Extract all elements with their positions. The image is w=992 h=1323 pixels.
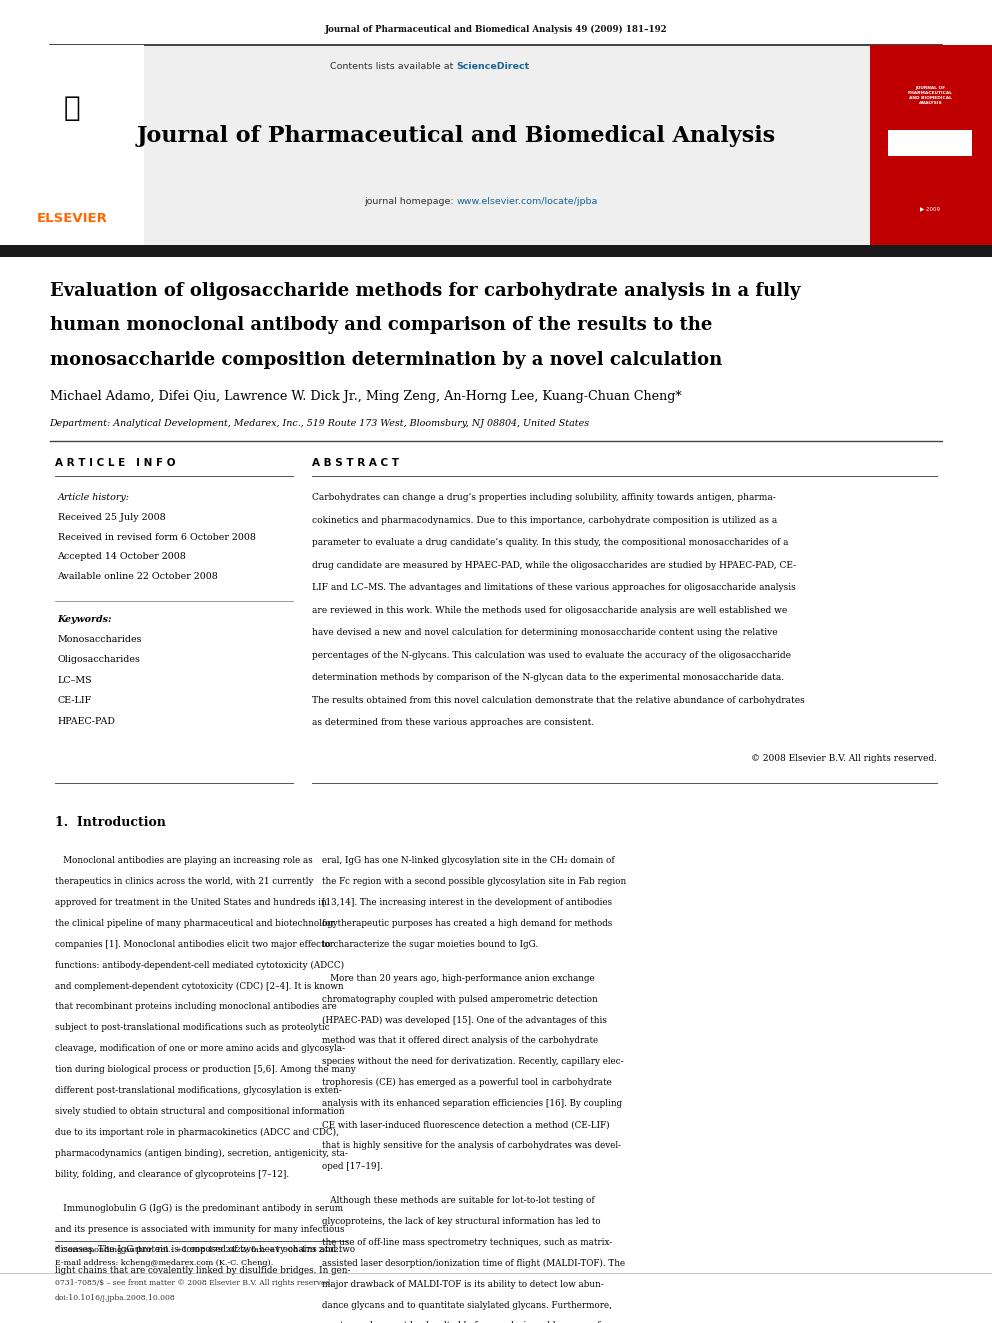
Text: determination methods by comparison of the N-glycan data to the experimental mon: determination methods by comparison of t…: [312, 673, 785, 683]
Bar: [55, 45, 870, 249]
Text: sively studied to obtain structural and compositional information: sively studied to obtain structural and …: [55, 1107, 344, 1115]
Text: ▶ 2009: ▶ 2009: [921, 206, 940, 212]
Text: companies [1]. Monoclonal antibodies elicit two major effector: companies [1]. Monoclonal antibodies eli…: [55, 939, 333, 949]
Text: that recombinant proteins including monoclonal antibodies are: that recombinant proteins including mono…: [55, 1003, 336, 1011]
Text: Keywords:: Keywords:: [58, 615, 112, 624]
Text: Journal of Pharmaceutical and Biomedical Analysis 49 (2009) 181–192: Journal of Pharmaceutical and Biomedical…: [324, 25, 668, 33]
Text: www.elsevier.com/locate/jpba: www.elsevier.com/locate/jpba: [456, 197, 598, 205]
Text: that is highly sensitive for the analysis of carbohydrates was devel-: that is highly sensitive for the analysi…: [322, 1140, 622, 1150]
Text: cokinetics and pharmacodynamics. Due to this importance, carbohydrate compositio: cokinetics and pharmacodynamics. Due to …: [312, 516, 778, 525]
Text: Monosaccharides: Monosaccharides: [58, 635, 142, 643]
Text: © 2008 Elsevier B.V. All rights reserved.: © 2008 Elsevier B.V. All rights reserved…: [752, 754, 937, 763]
Text: Carbohydrates can change a drug’s properties including solubility, affinity towa: Carbohydrates can change a drug’s proper…: [312, 493, 776, 503]
Text: A B S T R A C T: A B S T R A C T: [312, 458, 400, 468]
Text: Received 25 July 2008: Received 25 July 2008: [58, 513, 165, 523]
Text: the clinical pipeline of many pharmaceutical and biotechnology: the clinical pipeline of many pharmaceut…: [55, 918, 337, 927]
Text: monosaccharide composition determination by a novel calculation: monosaccharide composition determination…: [50, 351, 722, 369]
Text: chromatography coupled with pulsed amperometric detection: chromatography coupled with pulsed amper…: [322, 995, 598, 1004]
Text: due to its important role in pharmacokinetics (ADCC and CDC),: due to its important role in pharmacokin…: [55, 1127, 338, 1136]
Text: Journal of Pharmaceutical and Biomedical Analysis: Journal of Pharmaceutical and Biomedical…: [137, 126, 776, 147]
Text: percentages of the N-glycans. This calculation was used to evaluate the accuracy: percentages of the N-glycans. This calcu…: [312, 651, 792, 660]
Text: 0731-7085/$ – see front matter © 2008 Elsevier B.V. All rights reserved.: 0731-7085/$ – see front matter © 2008 El…: [55, 1279, 332, 1287]
Text: ELSEVIER: ELSEVIER: [37, 212, 108, 225]
Text: Accepted 14 October 2008: Accepted 14 October 2008: [58, 553, 186, 561]
Text: Article history:: Article history:: [58, 493, 130, 503]
Text: to characterize the sugar moieties bound to IgG.: to characterize the sugar moieties bound…: [322, 939, 539, 949]
Text: (HPAEC-PAD) was developed [15]. One of the advantages of this: (HPAEC-PAD) was developed [15]. One of t…: [322, 1016, 607, 1024]
Text: JPBA: JPBA: [926, 165, 935, 171]
Text: Contents lists available at: Contents lists available at: [330, 62, 456, 70]
Text: doi:10.1016/j.jpba.2008.10.008: doi:10.1016/j.jpba.2008.10.008: [55, 1294, 176, 1302]
Text: JOURNAL OF
PHARMACEUTICAL
AND BIOMEDICAL
ANALYSIS: JOURNAL OF PHARMACEUTICAL AND BIOMEDICAL…: [908, 86, 953, 105]
Text: ScienceDirect: ScienceDirect: [456, 62, 530, 70]
Text: oped [17–19].: oped [17–19].: [322, 1162, 383, 1171]
Text: glycoproteins, the lack of key structural information has led to: glycoproteins, the lack of key structura…: [322, 1217, 601, 1226]
Text: * Corresponding author. Tel.: +1 908 479 2422; fax: +1 908 479 2402.: * Corresponding author. Tel.: +1 908 479…: [55, 1246, 340, 1254]
Text: 🌲: 🌲: [64, 94, 80, 123]
Text: and complement-dependent cytotoxicity (CDC) [2–4]. It is known: and complement-dependent cytotoxicity (C…: [55, 982, 343, 991]
Text: for therapeutic purposes has created a high demand for methods: for therapeutic purposes has created a h…: [322, 918, 613, 927]
Bar: [888, 130, 972, 156]
Text: bility, folding, and clearance of glycoproteins [7–12].: bility, folding, and clearance of glycop…: [55, 1170, 289, 1179]
Text: trophoresis (CE) has emerged as a powerful tool in carbohydrate: trophoresis (CE) has emerged as a powerf…: [322, 1078, 612, 1088]
Text: tion during biological process or production [5,6]. Among the many: tion during biological process or produc…: [55, 1065, 355, 1074]
Text: different post-translational modifications, glycosylation is exten-: different post-translational modificatio…: [55, 1086, 341, 1095]
Text: the use of off-line mass spectrometry techniques, such as matrix-: the use of off-line mass spectrometry te…: [322, 1238, 613, 1246]
Text: journal homepage:: journal homepage:: [364, 197, 456, 205]
Text: Oligosaccharides: Oligosaccharides: [58, 655, 141, 664]
Text: species without the need for derivatization. Recently, capillary elec-: species without the need for derivatizat…: [322, 1057, 624, 1066]
Text: eral, IgG has one N-linked glycosylation site in the CH₂ domain of: eral, IgG has one N-linked glycosylation…: [322, 856, 615, 865]
Text: A R T I C L E   I N F O: A R T I C L E I N F O: [55, 458, 175, 468]
Text: as determined from these various approaches are consistent.: as determined from these various approac…: [312, 718, 595, 728]
Text: therapeutics in clinics across the world, with 21 currently: therapeutics in clinics across the world…: [55, 877, 313, 886]
Text: Evaluation of oligosaccharide methods for carbohydrate analysis in a fully: Evaluation of oligosaccharide methods fo…: [50, 282, 801, 300]
Text: dance glycans and to quantitate sialylated glycans. Furthermore,: dance glycans and to quantitate sialylat…: [322, 1301, 612, 1310]
Text: [13,14]. The increasing interest in the development of antibodies: [13,14]. The increasing interest in the …: [322, 898, 612, 906]
Text: the Fc region with a second possible glycosylation site in Fab region: the Fc region with a second possible gly…: [322, 877, 627, 886]
Text: parameter to evaluate a drug candidate’s quality. In this study, the composition: parameter to evaluate a drug candidate’s…: [312, 538, 789, 548]
Text: diseases. The IgG protein is composed of two heavy chains and two: diseases. The IgG protein is composed of…: [55, 1245, 355, 1254]
Text: have devised a new and novel calculation for determining monosaccharide content : have devised a new and novel calculation…: [312, 628, 778, 638]
Text: assisted laser desorption/ionization time of flight (MALDI-TOF). The: assisted laser desorption/ionization tim…: [322, 1258, 626, 1267]
Bar: [0, 245, 992, 257]
Text: light chains that are covalently linked by disulfide bridges. In gen-: light chains that are covalently linked …: [55, 1266, 350, 1275]
Bar: [870, 45, 992, 249]
Text: human monoclonal antibody and comparison of the results to the: human monoclonal antibody and comparison…: [50, 316, 712, 335]
Text: Immunoglobulin G (IgG) is the predominant antibody in serum: Immunoglobulin G (IgG) is the predominan…: [55, 1204, 342, 1213]
Text: approved for treatment in the United States and hundreds in: approved for treatment in the United Sta…: [55, 898, 326, 906]
Text: HPAEC-PAD: HPAEC-PAD: [58, 717, 115, 726]
Text: Available online 22 October 2008: Available online 22 October 2008: [58, 572, 218, 581]
Text: Department: Analytical Development, Medarex, Inc., 519 Route 173 West, Bloomsbur: Department: Analytical Development, Meda…: [50, 419, 589, 427]
Text: drug candidate are measured by HPAEC-PAD, while the oligosaccharides are studied: drug candidate are measured by HPAEC-PAD…: [312, 561, 797, 570]
Text: More than 20 years ago, high-performance anion exchange: More than 20 years ago, high-performance…: [322, 974, 595, 983]
Text: analysis with its enhanced separation efficiencies [16]. By coupling: analysis with its enhanced separation ef…: [322, 1099, 623, 1109]
Text: Although these methods are suitable for lot-to-lot testing of: Although these methods are suitable for …: [322, 1196, 595, 1205]
Text: and its presence is associated with immunity for many infectious: and its presence is associated with immu…: [55, 1225, 344, 1233]
Text: The results obtained from this novel calculation demonstrate that the relative a: The results obtained from this novel cal…: [312, 696, 806, 705]
Text: most samples must be desalted before analysis and because of: most samples must be desalted before ana…: [322, 1322, 601, 1323]
Text: Received in revised form 6 October 2008: Received in revised form 6 October 2008: [58, 533, 255, 542]
Text: are reviewed in this work. While the methods used for oligosaccharide analysis a: are reviewed in this work. While the met…: [312, 606, 788, 615]
Text: pharmacodynamics (antigen binding), secretion, antigenicity, sta-: pharmacodynamics (antigen binding), secr…: [55, 1148, 347, 1158]
Text: major drawback of MALDI-TOF is its ability to detect low abun-: major drawback of MALDI-TOF is its abili…: [322, 1279, 604, 1289]
Text: method was that it offered direct analysis of the carbohydrate: method was that it offered direct analys…: [322, 1036, 598, 1045]
Text: LIF and LC–MS. The advantages and limitations of these various approaches for ol: LIF and LC–MS. The advantages and limita…: [312, 583, 797, 593]
Text: CE with laser-induced fluorescence detection a method (CE-LIF): CE with laser-induced fluorescence detec…: [322, 1121, 610, 1129]
Text: Michael Adamo, Difei Qiu, Lawrence W. Dick Jr., Ming Zeng, An-Horng Lee, Kuang-C: Michael Adamo, Difei Qiu, Lawrence W. Di…: [50, 390, 682, 404]
Text: functions: antibody-dependent-cell mediated cytotoxicity (ADCC): functions: antibody-dependent-cell media…: [55, 960, 343, 970]
Text: subject to post-translational modifications such as proteolytic: subject to post-translational modificati…: [55, 1023, 329, 1032]
Text: CE-LIF: CE-LIF: [58, 696, 92, 705]
Text: LC–MS: LC–MS: [58, 676, 92, 685]
Text: E-mail address: kcheng@medarex.com (K.-C. Cheng).: E-mail address: kcheng@medarex.com (K.-C…: [55, 1259, 273, 1267]
Text: cleavage, modification of one or more amino acids and glycosyla-: cleavage, modification of one or more am…: [55, 1044, 344, 1053]
Text: 1.  Introduction: 1. Introduction: [55, 816, 166, 830]
Bar: [0, 45, 144, 249]
Text: Monoclonal antibodies are playing an increasing role as: Monoclonal antibodies are playing an inc…: [55, 856, 312, 865]
